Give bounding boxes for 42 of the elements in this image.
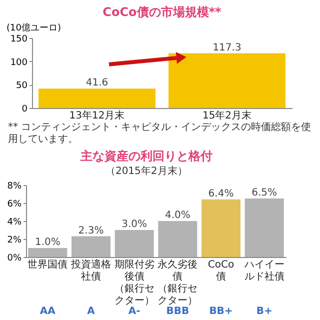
data-label: 3.0% bbox=[122, 219, 148, 230]
bar bbox=[114, 230, 154, 257]
text: AA bbox=[40, 306, 56, 317]
x-tick-label: 世界国債 bbox=[28, 258, 68, 270]
bar bbox=[202, 199, 240, 257]
y-tick-label: 6% bbox=[7, 200, 22, 210]
text: A- bbox=[128, 306, 140, 317]
y-tick-label: 8% bbox=[7, 182, 22, 192]
data-label: 1.0% bbox=[34, 237, 60, 248]
data-label: 117.3 bbox=[212, 42, 242, 54]
x-tick-label: CoCo債 bbox=[208, 260, 234, 282]
text: B+ bbox=[256, 306, 272, 317]
y-tick-label: 100 bbox=[10, 58, 28, 68]
bar bbox=[72, 236, 110, 257]
data-label: 6.5% bbox=[252, 188, 278, 198]
y-tick-label: 0% bbox=[7, 254, 22, 264]
chart-title: 主な資産の利回りと格付 bbox=[79, 149, 212, 163]
x-tick-label: 期限付劣後債（銀行セクター） bbox=[114, 258, 154, 306]
y-tick-label: 150 bbox=[10, 34, 28, 44]
y-tick-label: 2% bbox=[7, 236, 22, 246]
bar bbox=[28, 248, 68, 257]
x-tick-label: 13年12月末 bbox=[69, 110, 125, 122]
bar bbox=[244, 198, 284, 257]
data-label: 41.6 bbox=[86, 78, 108, 89]
bar bbox=[158, 221, 198, 257]
text: ** コンティンジェント・キャピタル・インデックスの時価総額を使用しています。 bbox=[8, 122, 312, 146]
data-label: 2.3% bbox=[78, 225, 104, 236]
chart-subtitle: （2015年2月末） bbox=[105, 165, 188, 177]
chart-title: CoCo債の市場規模** bbox=[102, 5, 222, 19]
y-tick-label: 4% bbox=[7, 218, 22, 228]
text: BB+ bbox=[209, 306, 233, 317]
x-tick-label: 永久劣後債（銀行セクター） bbox=[158, 258, 198, 306]
x-tick-label: ハイイールド社債 bbox=[243, 260, 284, 282]
data-label: 6.4% bbox=[208, 188, 234, 200]
x-tick-label: 15年2月末 bbox=[202, 110, 252, 122]
text: BBB bbox=[166, 306, 190, 317]
data-label: 4.0% bbox=[164, 210, 190, 221]
y-tick-label: 0 bbox=[22, 104, 28, 114]
y-tick-label: 50 bbox=[16, 81, 28, 92]
text: A bbox=[87, 306, 96, 317]
y-axis-title: (10億ユーロ) bbox=[6, 22, 61, 34]
x-tick-label: 投資適格社債 bbox=[70, 258, 111, 282]
